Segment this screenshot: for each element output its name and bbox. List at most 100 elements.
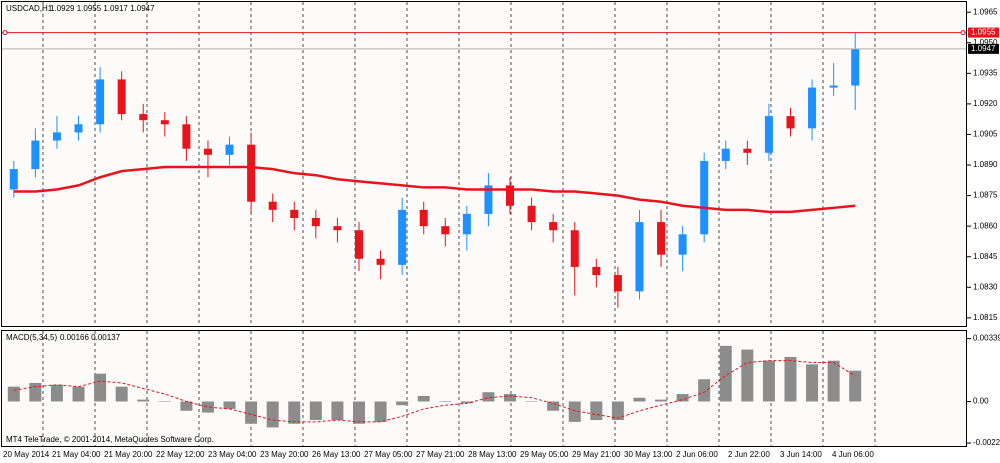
- macd-bar: [568, 401, 581, 422]
- macd-bar: [245, 401, 258, 424]
- candle-body: [311, 218, 320, 227]
- y-tick-label: 1.0830: [973, 282, 998, 291]
- ask-label: 1.0955: [971, 28, 996, 37]
- macd-bar: [94, 373, 107, 402]
- candle-body: [657, 222, 666, 255]
- time-label: 20 May 2014: [3, 450, 50, 459]
- candle-body: [96, 79, 105, 125]
- time-label: 2 Jun 06:00: [676, 450, 718, 459]
- candle-body: [851, 48, 860, 86]
- time-label: 26 May 13:00: [312, 450, 361, 459]
- macd-bar: [504, 394, 517, 402]
- macd-bar: [590, 401, 603, 421]
- macd-bar: [611, 401, 624, 421]
- candle-body: [592, 266, 601, 276]
- time-label: 29 May 21:00: [572, 450, 621, 459]
- time-label: 21 May 20:00: [104, 450, 153, 459]
- candle-body: [743, 148, 752, 153]
- candle-body: [549, 222, 558, 231]
- macd-bar: [762, 360, 775, 402]
- y-tick-label: -0.00224: [973, 438, 1000, 447]
- macd-bar: [547, 401, 560, 411]
- symbol-title: USDCAD,H1: [6, 4, 53, 13]
- time-label: 3 Jun 14:00: [780, 450, 822, 459]
- candle-body: [139, 114, 148, 121]
- bid-box: [968, 43, 999, 54]
- candle-body: [31, 140, 40, 170]
- macd-bar: [180, 401, 193, 411]
- time-label: 27 May 05:00: [364, 450, 413, 459]
- price-panel: [1, 1, 967, 327]
- macd-bar: [396, 401, 409, 406]
- macd-bar: [72, 386, 85, 402]
- time-label: 29 May 05:00: [520, 450, 569, 459]
- candle-body: [354, 230, 363, 259]
- macd-bar: [201, 401, 214, 413]
- macd-bar: [115, 386, 128, 402]
- ask-handle: [2, 30, 8, 36]
- macd-values: 0.00166 0.00137: [60, 333, 121, 342]
- macd-bar: [655, 399, 668, 402]
- macd-bar: [50, 384, 63, 402]
- macd-bar: [417, 395, 430, 402]
- candle-body: [9, 169, 18, 190]
- macd-bar: [806, 364, 819, 402]
- macd-bar: [288, 401, 301, 424]
- candle-body: [570, 230, 579, 267]
- candle-body: [160, 120, 169, 125]
- bid-label: 1.0947: [971, 44, 996, 53]
- macd-bar: [633, 397, 646, 402]
- candle-body: [117, 79, 126, 115]
- y-tick-label: 1.0875: [973, 191, 998, 200]
- macd-bar: [29, 382, 42, 402]
- candle-body: [376, 258, 385, 265]
- time-label: 2 Jun 22:00: [728, 450, 770, 459]
- candle-body: [268, 201, 277, 210]
- y-tick-label: 1.0860: [973, 221, 998, 230]
- candle-body: [613, 275, 622, 292]
- y-tick-label: 1.0890: [973, 160, 998, 169]
- macd-bar: [352, 401, 365, 424]
- time-label: 21 May 04:00: [52, 450, 101, 459]
- y-tick-label: 1.0965: [973, 7, 998, 16]
- plot: [2, 30, 966, 428]
- candle-body: [52, 132, 61, 141]
- candle-body: [635, 222, 644, 292]
- macd-bar: [374, 401, 387, 422]
- macd-bar: [849, 370, 862, 402]
- y-tick-label: 1.0935: [973, 68, 998, 77]
- signal-line: [13, 360, 856, 423]
- candle-body: [74, 124, 83, 133]
- macd-bar: [331, 401, 344, 421]
- y-tick-label: 1.0920: [973, 99, 998, 108]
- time-label: 30 May 13:00: [624, 450, 673, 459]
- candle-body: [225, 144, 234, 155]
- macd-bar: [741, 349, 754, 402]
- ohlc-label: 1.0929 1.0955 1.0917 1.0947: [50, 4, 155, 13]
- ask-box: [968, 27, 999, 38]
- candle-body: [182, 124, 191, 149]
- macd-bar: [698, 379, 711, 402]
- candle-body: [808, 87, 817, 129]
- candle-body: [441, 226, 450, 235]
- macd-bar: [719, 345, 732, 402]
- macd-bar: [137, 399, 150, 402]
- time-label: 22 May 12:00: [156, 450, 205, 459]
- macd-bar: [676, 394, 689, 402]
- macd-bar: [266, 401, 279, 428]
- macd-bar: [309, 401, 322, 421]
- macd-bar: [460, 401, 473, 404]
- y-tick-label: 0.00339: [973, 334, 1000, 343]
- candle-body: [333, 226, 342, 231]
- candle-body: [203, 148, 212, 155]
- macd-panel: [1, 330, 967, 447]
- candle-body: [700, 160, 709, 235]
- time-label: 28 May 13:00: [468, 450, 517, 459]
- time-label: 23 May 20:00: [260, 450, 309, 459]
- candle-body: [506, 185, 515, 206]
- ask-handle: [960, 30, 966, 36]
- macd-bar: [525, 401, 538, 402]
- candle-body: [829, 85, 838, 88]
